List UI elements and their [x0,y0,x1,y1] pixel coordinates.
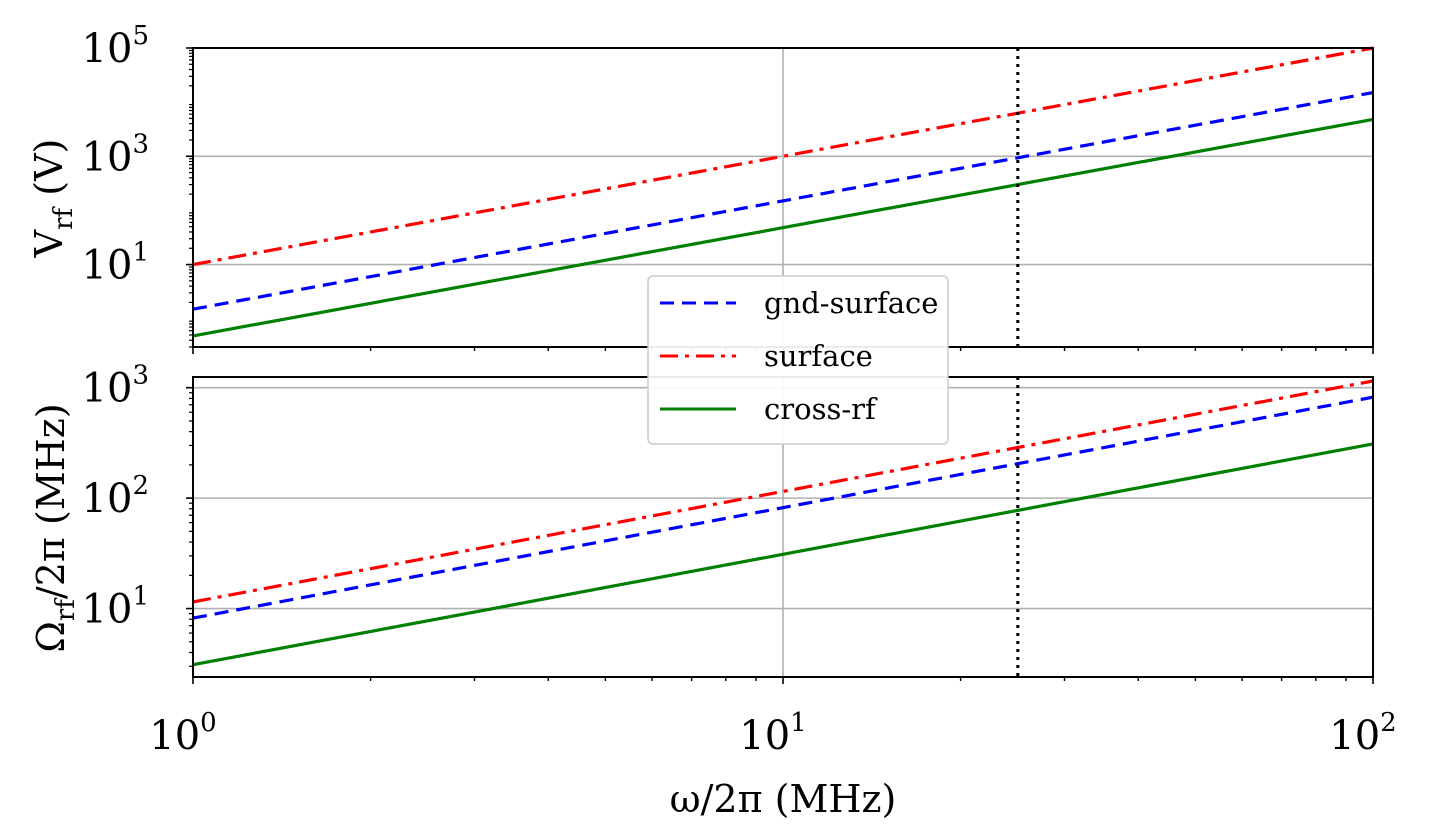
x-axis-title: ω/2π (MHz) [670,777,897,821]
bottom-series [192,379,1374,667]
y-tick-label: 103 [82,129,149,180]
series-cross-rf [192,442,1374,667]
bottom-y-axis-title: Ωrf/2π (MHz) [29,403,81,652]
series-gnd-surface [192,91,1374,311]
x-tick-label: 102 [1329,708,1396,759]
x-tick-label: 100 [149,708,216,759]
series-surface [192,379,1374,604]
top-y-ticks: 101 103 105 [82,21,193,289]
legend-label-gnd-surface: gnd-surface [764,286,938,320]
legend-box [647,275,949,445]
bottom-y-ticks: 101 102 103 [82,361,193,633]
series-surface [192,46,1374,267]
legend-label-surface: surface [764,339,873,373]
y-tick-label: 103 [82,361,149,412]
panel-top-vrf: 101 103 105 Vrf (V) [27,21,1374,354]
x-tick-label: 101 [739,708,806,759]
y-tick-label: 102 [82,471,149,522]
top-series [192,46,1374,338]
legend: gnd-surface surface cross-rf [647,275,949,445]
series-cross-rf [192,117,1374,338]
series-gnd-surface [192,395,1374,620]
bottom-x-ticks: 100 101 102 [149,708,1396,759]
y-tick-label: 105 [82,21,149,72]
y-tick-label: 101 [82,582,149,633]
y-tick-label: 101 [82,238,149,289]
top-y-axis-title: Vrf (V) [27,139,79,259]
legend-label-cross-rf: cross-rf [764,392,878,426]
legend-entries: gnd-surface surface cross-rf [660,286,938,426]
panel-bottom-omega: 101 102 103 100 101 102 Ωrf/2π (MHz) ω/2π (M… [29,361,1397,821]
